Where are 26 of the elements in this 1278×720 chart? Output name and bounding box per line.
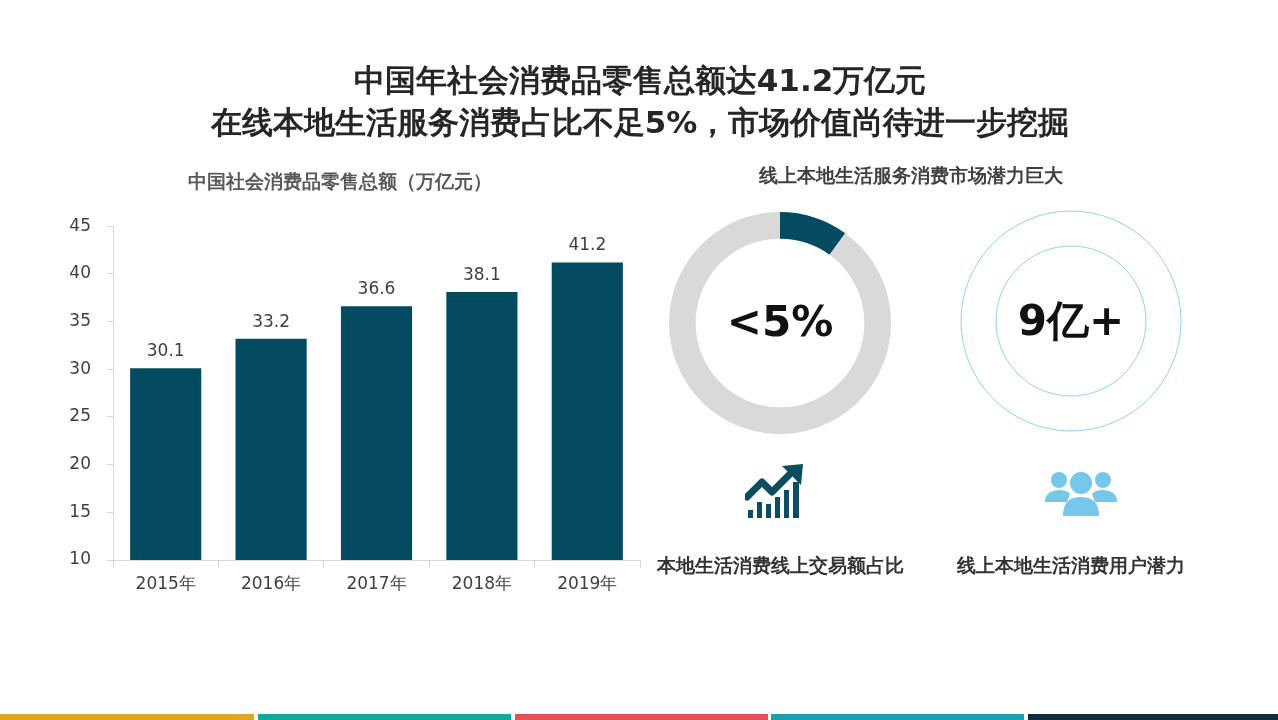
- x-tick-label: 2017年: [346, 572, 407, 593]
- text: 本地生活消费线上交易额占比: [655, 553, 905, 577]
- data-label: 41.2: [568, 234, 607, 255]
- text: <5%: [725, 296, 835, 348]
- chart-title: 中国年社会消费品零售总额达41.2万亿元: [352, 61, 928, 100]
- text: 线上本地生活消费用户潜力: [956, 553, 1186, 577]
- chart-title: 线上本地生活服务消费市场潜力巨大: [758, 164, 1064, 188]
- data-label: 30.1: [146, 340, 185, 361]
- text: 9亿+: [1016, 295, 1126, 347]
- y-tick-label: 30: [69, 357, 91, 378]
- y-tick-label: 20: [69, 453, 91, 474]
- y-tick-label: 40: [69, 262, 91, 283]
- y-tick-label: 45: [69, 214, 91, 235]
- y-tick-label: 25: [69, 405, 91, 426]
- x-tick-label: 2019年: [557, 572, 618, 593]
- chart-subtitle: 在线本地生活服务消费占比不足5%，市场价值尚待进一步挖掘: [209, 103, 1071, 142]
- x-tick-label: 2018年: [451, 572, 513, 593]
- data-label: 33.2: [252, 310, 291, 331]
- data-label: 38.1: [462, 263, 501, 284]
- data-label: 36.6: [357, 278, 396, 299]
- y-tick-label: 10: [69, 548, 91, 569]
- y-tick-label: 15: [69, 500, 91, 521]
- y-tick-label: 35: [69, 309, 91, 330]
- x-tick-label: 2016年: [240, 572, 302, 593]
- y-axis-title: 中国社会消费品零售总额（万亿元）: [187, 170, 493, 194]
- x-tick-label: 2015年: [135, 572, 196, 593]
